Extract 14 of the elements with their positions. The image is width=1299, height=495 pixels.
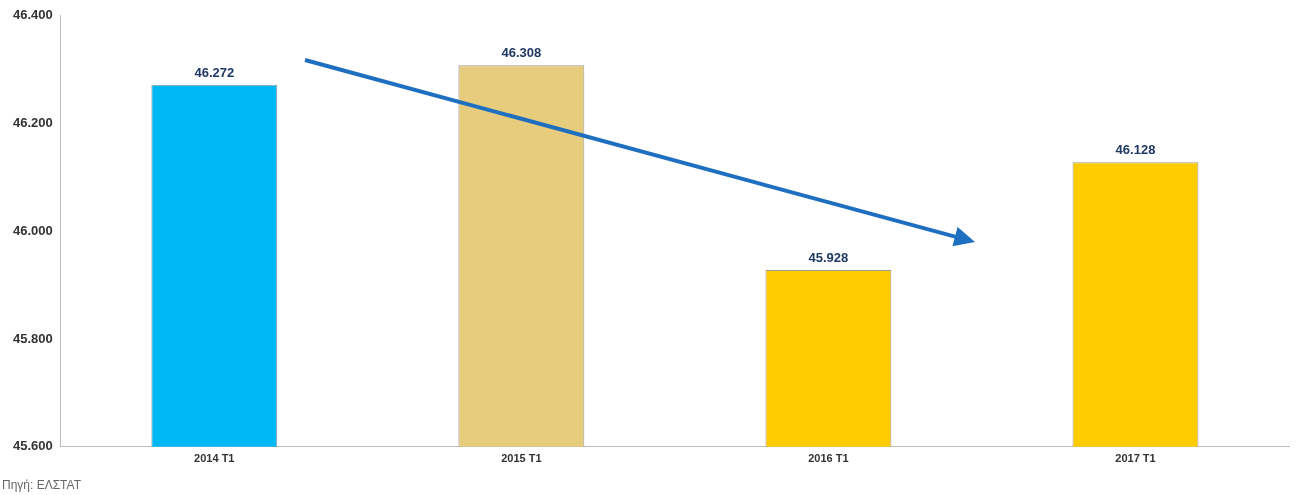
x-tick-label: 2014 T1 bbox=[194, 452, 235, 465]
data-label: 46.272 bbox=[194, 64, 235, 80]
data-label: 46.308 bbox=[501, 45, 542, 61]
y-tick-label: 45.800 bbox=[13, 330, 53, 346]
y-tick-label: 46.200 bbox=[13, 115, 53, 131]
text: Πηγή: ΕΛΣΤΑΤ bbox=[2, 478, 82, 492]
data-label: 45.928 bbox=[808, 250, 849, 266]
x-tick-label: 2017 T1 bbox=[1115, 452, 1156, 465]
x-tick-label: 2016 T1 bbox=[808, 452, 849, 465]
y-tick-label: 45.600 bbox=[13, 438, 53, 454]
data-label: 46.128 bbox=[1115, 142, 1156, 158]
x-tick-label: 2015 T1 bbox=[501, 452, 542, 465]
y-tick-label: 46.400 bbox=[13, 7, 53, 23]
y-tick-label: 46.000 bbox=[13, 222, 53, 238]
